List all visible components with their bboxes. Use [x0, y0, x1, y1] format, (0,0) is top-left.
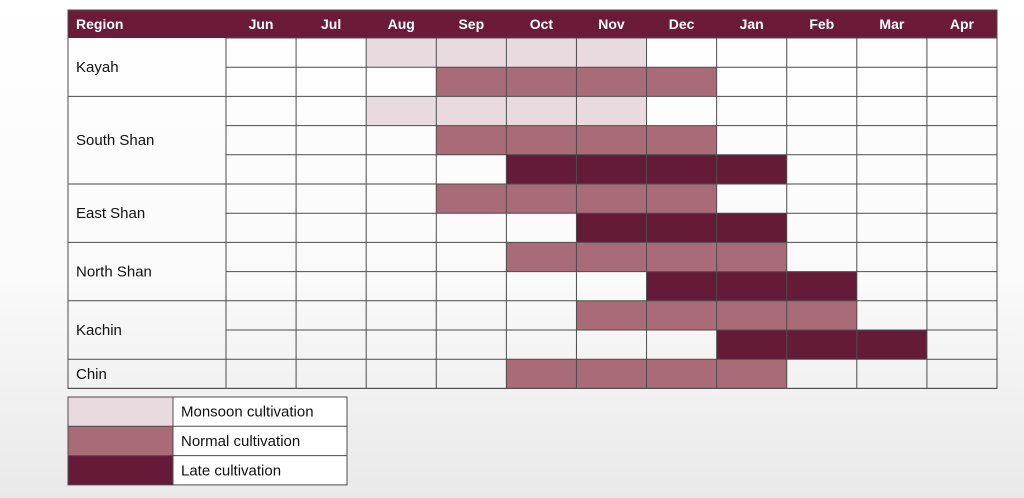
legend-cell-monsoon — [173, 397, 347, 427]
region-label-chin: Chin — [76, 366, 107, 383]
cell-kayah-normal-dec — [646, 67, 717, 97]
cell-north-shan-normal-jan — [716, 242, 787, 272]
cell-east-shan-normal-oct — [506, 184, 577, 214]
cell-south-shan-normal-dec — [646, 125, 717, 155]
month-header-jul: Jul — [321, 16, 341, 32]
legend-swatch-monsoon — [68, 397, 173, 427]
cell-south-shan-late-jan — [716, 154, 787, 184]
cell-kayah-monsoon-oct — [506, 38, 577, 68]
month-header-aug: Aug — [388, 16, 415, 32]
cell-south-shan-monsoon-oct — [506, 96, 577, 126]
cell-south-shan-normal-nov — [576, 125, 647, 155]
cell-chin-normal-nov — [576, 359, 647, 389]
cell-kayah-monsoon-sep — [436, 38, 507, 68]
month-header-nov: Nov — [598, 16, 625, 32]
cell-kachin-late-jan — [716, 330, 787, 360]
month-header-apr: Apr — [950, 16, 975, 32]
header-region-label: Region — [76, 16, 123, 32]
cell-north-shan-normal-oct — [506, 242, 577, 272]
table-grid — [67, 9, 998, 389]
legend-label-late: Late cultivation — [181, 462, 281, 479]
cell-south-shan-monsoon-aug — [366, 96, 437, 126]
cell-kachin-normal-feb — [786, 300, 857, 330]
cell-kayah-normal-sep — [436, 67, 507, 97]
cell-east-shan-late-nov — [576, 213, 647, 243]
legend-swatch-late — [68, 455, 173, 485]
cell-south-shan-monsoon-nov — [576, 96, 647, 126]
legend-label-monsoon: Monsoon cultivation — [181, 404, 314, 421]
cell-south-shan-monsoon-sep — [436, 96, 507, 126]
cell-north-shan-normal-nov — [576, 242, 647, 272]
cell-east-shan-normal-sep — [436, 184, 507, 214]
region-label-south-shan: South Shan — [76, 132, 154, 149]
month-header-mar: Mar — [879, 16, 904, 32]
cell-north-shan-late-feb — [786, 271, 857, 301]
legend-cell-late — [173, 455, 347, 485]
month-header-oct: Oct — [530, 16, 554, 32]
month-header-feb: Feb — [809, 16, 834, 32]
cell-south-shan-late-dec — [646, 154, 717, 184]
cell-chin-normal-oct — [506, 359, 577, 389]
legend: Monsoon cultivation Normal cultivation Lat… — [67, 396, 348, 486]
cell-east-shan-late-jan — [716, 213, 787, 243]
cultivation-cells — [366, 38, 927, 389]
cell-south-shan-late-nov — [576, 154, 647, 184]
cell-north-shan-late-jan — [716, 271, 787, 301]
header-band — [68, 10, 997, 38]
month-header-sep: Sep — [458, 16, 484, 32]
cell-east-shan-late-dec — [646, 213, 717, 243]
month-header-jun: Jun — [249, 16, 274, 32]
cell-kachin-normal-dec — [646, 300, 717, 330]
month-header-dec: Dec — [669, 16, 695, 32]
cell-south-shan-late-oct — [506, 154, 577, 184]
cell-kachin-late-feb — [786, 330, 857, 360]
cell-kayah-normal-nov — [576, 67, 647, 97]
cell-kayah-monsoon-aug — [366, 38, 437, 68]
cell-chin-normal-jan — [716, 359, 787, 389]
cell-kachin-late-mar — [856, 330, 927, 360]
legend-swatch-normal — [68, 426, 173, 456]
region-label-kayah: Kayah — [76, 59, 119, 76]
region-label-kachin: Kachin — [76, 322, 122, 339]
legend-border — [67, 396, 348, 486]
cell-south-shan-normal-sep — [436, 125, 507, 155]
cell-south-shan-normal-oct — [506, 125, 577, 155]
month-header-jan: Jan — [740, 16, 764, 32]
region-label-east-shan: East Shan — [76, 205, 145, 222]
cell-kachin-normal-jan — [716, 300, 787, 330]
cell-kachin-normal-nov — [576, 300, 647, 330]
legend-cell-normal — [173, 426, 347, 456]
header-row: Region Jun Jul Aug Sep Oct Nov Dec Jan Feb Mar Apr — [68, 10, 997, 38]
legend-label-normal: Normal cultivation — [181, 433, 300, 450]
cell-kayah-monsoon-nov — [576, 38, 647, 68]
region-labels: Kayah South Shan East Shan North Shan Kachin… — [76, 59, 154, 383]
cell-east-shan-normal-dec — [646, 184, 717, 214]
cell-chin-normal-dec — [646, 359, 717, 389]
cell-kayah-normal-oct — [506, 67, 577, 97]
region-label-north-shan: North Shan — [76, 264, 152, 281]
cell-north-shan-normal-dec — [646, 242, 717, 272]
cell-east-shan-normal-nov — [576, 184, 647, 214]
cell-north-shan-late-dec — [646, 271, 717, 301]
